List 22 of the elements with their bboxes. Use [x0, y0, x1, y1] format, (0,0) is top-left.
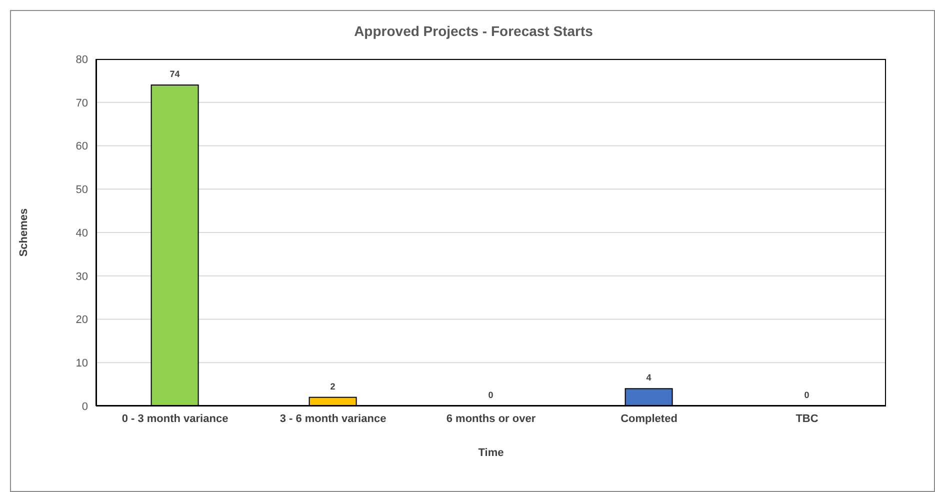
y-axis-title: Schemes	[18, 208, 30, 257]
x-tick-label: 0 - 3 month variance	[122, 412, 228, 425]
data-label: 74	[170, 69, 180, 80]
y-tick-label: 20	[76, 314, 88, 326]
chart-title: Approved Projects - Forecast Starts	[353, 23, 594, 39]
data-label: 4	[646, 372, 652, 383]
y-tick-label: 80	[76, 54, 88, 66]
data-label: 2	[330, 381, 336, 392]
y-tick-label: 60	[76, 140, 88, 153]
y-tick-label: 70	[76, 97, 88, 110]
data-label: 0	[804, 390, 810, 400]
x-tick-label: 3 - 6 month variance	[280, 412, 386, 425]
y-tick-label: 0	[82, 400, 88, 413]
x-tick-label: Completed	[620, 412, 678, 425]
y-tick-label: 40	[76, 227, 88, 240]
x-tick-label: TBC	[796, 412, 818, 425]
x-tick-label: 6 months or over	[446, 412, 536, 425]
y-tick-label: 30	[76, 270, 88, 283]
y-tick-label: 50	[76, 184, 88, 196]
x-axis-title: Time	[478, 446, 504, 459]
y-tick-label: 10	[76, 358, 88, 370]
data-label: 0	[488, 390, 494, 400]
